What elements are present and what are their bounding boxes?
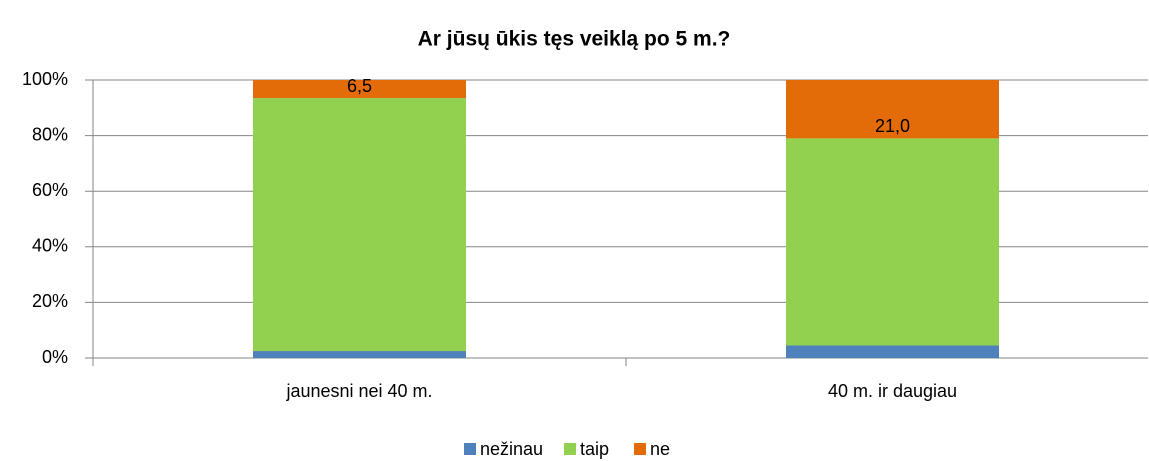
bar-segment — [253, 80, 466, 99]
x-tick-label: 40 m. ir daugiau — [828, 381, 957, 401]
legend-label: nežinau — [480, 439, 543, 459]
y-tick-label: 20% — [32, 291, 68, 311]
y-tick-label: 40% — [32, 236, 68, 256]
legend-swatch — [464, 443, 476, 455]
bar-segment — [786, 80, 999, 139]
bar-segment — [253, 98, 466, 352]
chart-title: Ar jūsų ūkis tęs veiklą po 5 m.? — [418, 28, 731, 51]
y-tick-label: 0% — [42, 347, 68, 367]
bar-segment — [253, 351, 466, 358]
legend-swatch — [634, 443, 646, 455]
bar-segment — [786, 138, 999, 346]
legend-swatch — [564, 443, 576, 455]
legend-label: ne — [650, 439, 670, 459]
data-label: 6,5 — [347, 76, 372, 96]
y-tick-label: 100% — [22, 69, 68, 89]
y-tick-label: 80% — [32, 124, 68, 144]
legend-label: taip — [580, 439, 609, 459]
y-tick-label: 60% — [32, 180, 68, 200]
bar-segment — [786, 345, 999, 358]
data-label: 21,0 — [875, 116, 910, 136]
x-tick-label: jaunesni nei 40 m. — [285, 381, 432, 401]
